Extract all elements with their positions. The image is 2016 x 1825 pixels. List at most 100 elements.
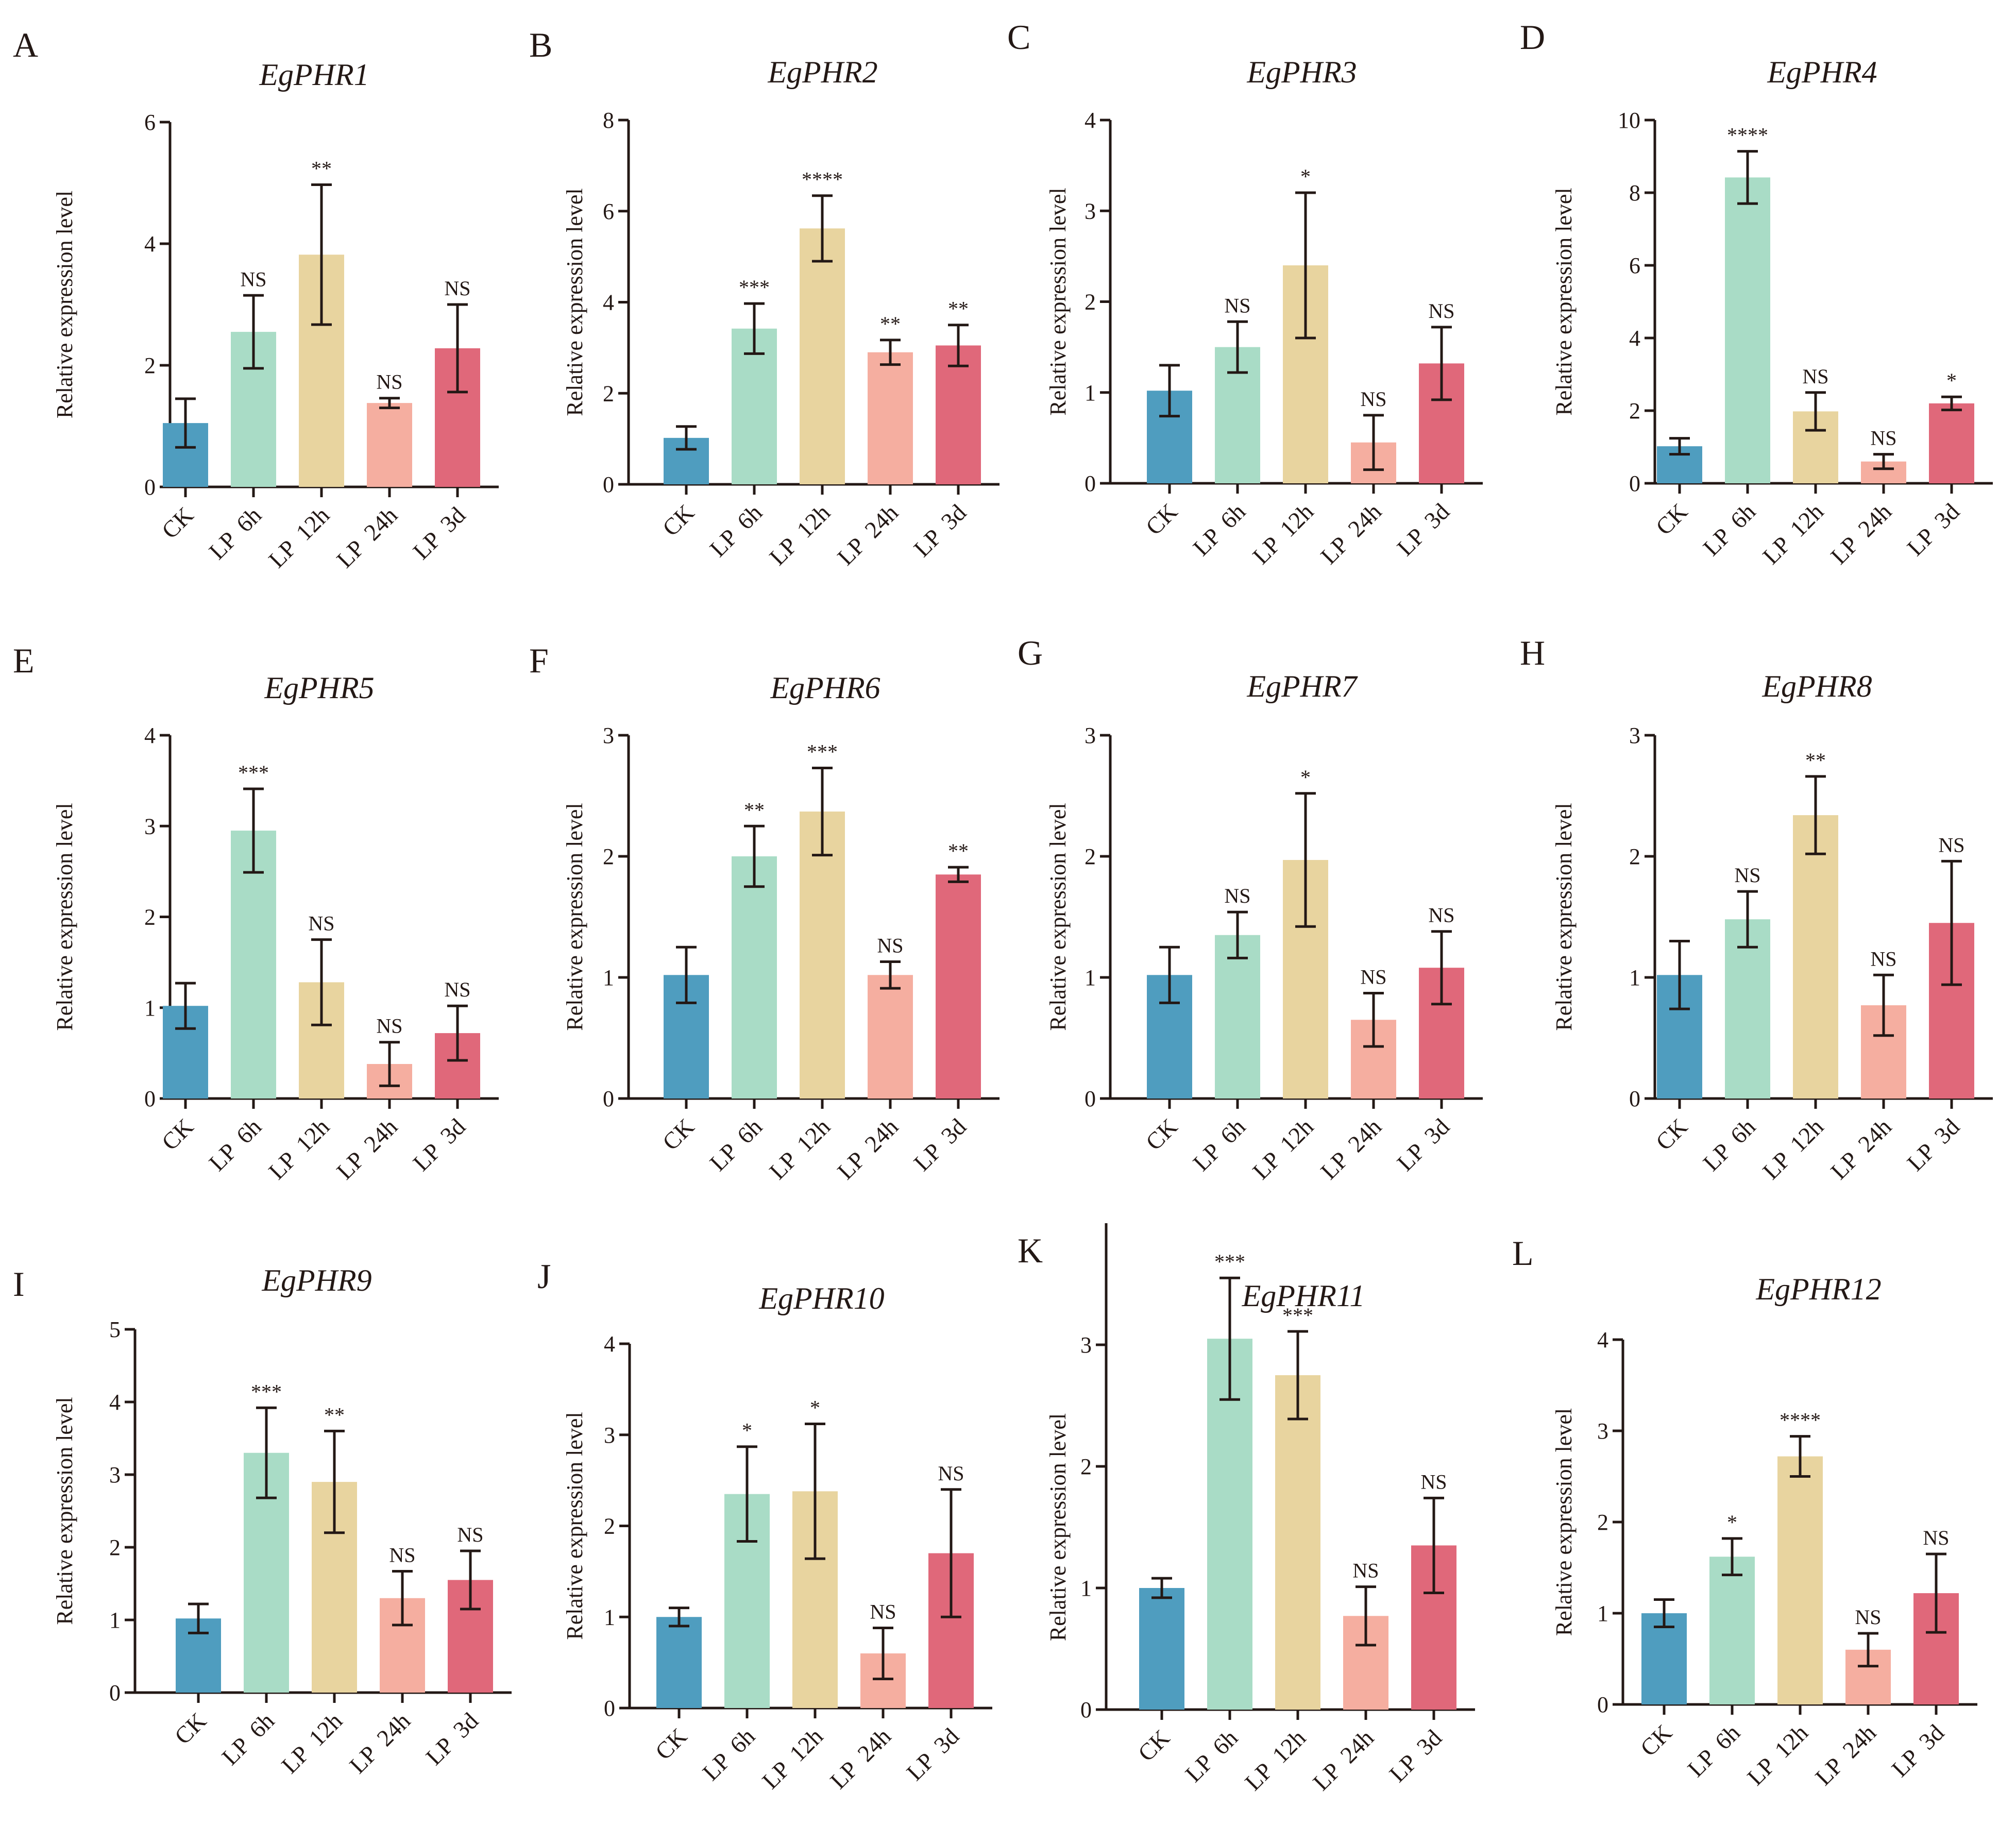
x-tick-label-l-lp6h: LP 6h (1682, 1719, 1745, 1782)
y-tick-label-a-0: 0 (144, 475, 156, 500)
significance-label-k-lp24h: NS (1352, 1559, 1379, 1582)
x-tick-label-e-lp6h: LP 6h (204, 1113, 266, 1176)
y-tick-label-k-1: 1 (1080, 1576, 1092, 1601)
y-axis-label-a: Relative expression level (52, 191, 77, 418)
x-tick-label-g-lp24h: LP 24h (1315, 1113, 1386, 1185)
significance-label-h-lp6h: NS (1734, 864, 1760, 887)
x-tick-label-j-lp12h: LP 12h (757, 1723, 828, 1794)
panel-letter-c: C (1007, 18, 1030, 57)
significance-label-i-lp6h: *** (251, 1380, 282, 1403)
x-tick-label-i-lp3d: LP 3d (420, 1708, 483, 1770)
x-tick-label-j-lp6h: LP 6h (697, 1723, 760, 1786)
y-axis-label-h: Relative expression level (1551, 803, 1577, 1030)
bar-j-ck (656, 1617, 702, 1708)
significance-label-c-lp12h: * (1300, 165, 1311, 188)
bar-l-ck (1641, 1613, 1687, 1704)
y-tick-label-i-3: 3 (109, 1462, 121, 1488)
y-tick-label-e-0: 0 (144, 1086, 156, 1111)
bar-f-lp12h (800, 812, 845, 1099)
chart-title-b: EgPHR2 (767, 55, 877, 89)
significance-label-a-lp12h: ** (311, 157, 332, 180)
significance-label-g-lp3d: NS (1428, 904, 1454, 927)
significance-label-d-lp24h: NS (1870, 427, 1896, 450)
y-tick-label-f-1: 1 (603, 965, 614, 990)
panel-letter-g: G (1018, 633, 1043, 672)
panel-letter-b: B (529, 25, 552, 64)
y-tick-label-b-1: 2 (603, 381, 614, 406)
y-axis-label-c: Relative expression level (1045, 188, 1071, 415)
panel-letter-e: E (13, 641, 35, 680)
y-axis-label-g: Relative expression level (1045, 803, 1071, 1030)
significance-label-h-lp3d: NS (1938, 833, 1964, 856)
y-tick-label-h-0: 0 (1629, 1086, 1640, 1111)
x-tick-label-a-lp6h: LP 6h (204, 502, 266, 565)
y-tick-label-k-3: 3 (1080, 1332, 1092, 1358)
significance-label-d-lp3d: * (1946, 369, 1957, 392)
y-axis-label-k: Relative expression level (1045, 1413, 1071, 1641)
panel-b: B EgPHR2 Relative expression level 0 2 4 6 8 CK *… (529, 25, 999, 570)
x-tick-label-l-lp3d: LP 3d (1886, 1719, 1949, 1782)
chart-title-e: EgPHR5 (264, 671, 374, 705)
significance-label-h-lp12h: ** (1805, 749, 1826, 772)
panel-j: J EgPHR10 Relative expression level 0 1 2 3 4 CK… (537, 1257, 992, 1794)
bar-k-lp12h (1275, 1375, 1320, 1710)
significance-label-l-lp24h: NS (1855, 1606, 1881, 1629)
x-tick-label-b-lp6h: LP 6h (704, 499, 767, 562)
x-tick-label-g-lp3d: LP 3d (1392, 1113, 1454, 1176)
significance-label-d-lp12h: NS (1802, 365, 1828, 388)
y-axis-label-f: Relative expression level (562, 803, 587, 1030)
significance-label-j-lp6h: * (742, 1419, 752, 1442)
panel-f: F EgPHR6 Relative expression level 0 1 2 3 CK **… (529, 641, 999, 1185)
significance-label-c-lp3d: NS (1428, 299, 1454, 323)
significance-label-d-lp6h: **** (1727, 124, 1768, 147)
y-axis-label-d: Relative expression level (1551, 188, 1577, 415)
x-tick-label-i-ck: CK (170, 1708, 211, 1749)
bar-d-lp3d (1929, 403, 1974, 483)
y-axis-label-b: Relative expression level (562, 188, 587, 416)
x-tick-label-h-lp3d: LP 3d (1902, 1113, 1964, 1176)
x-tick-label-j-lp3d: LP 3d (901, 1723, 964, 1786)
significance-label-a-lp24h: NS (376, 370, 402, 394)
y-tick-label-g-3: 3 (1085, 723, 1096, 748)
x-tick-label-e-ck: CK (157, 1113, 198, 1155)
y-axis-label-l: Relative expression level (1551, 1408, 1577, 1636)
y-tick-label-c-2: 2 (1085, 290, 1096, 315)
bar-d-lp6h (1725, 177, 1770, 483)
y-tick-label-b-3: 6 (603, 199, 614, 224)
x-tick-label-f-ck: CK (657, 1113, 699, 1155)
x-tick-label-a-lp24h: LP 24h (331, 502, 402, 573)
x-tick-label-k-lp6h: LP 6h (1180, 1725, 1243, 1787)
x-tick-label-h-ck: CK (1651, 1113, 1692, 1155)
x-tick-label-g-lp6h: LP 6h (1188, 1113, 1250, 1176)
x-tick-label-a-lp3d: LP 3d (408, 502, 470, 565)
x-tick-label-h-lp24h: LP 24h (1825, 1113, 1896, 1185)
y-tick-label-b-2: 4 (603, 290, 614, 315)
x-tick-label-f-lp24h: LP 24h (832, 1113, 903, 1185)
y-tick-label-c-1: 1 (1085, 380, 1096, 405)
bar-e-lp6h (231, 831, 276, 1099)
panel-letter-a: A (13, 25, 38, 64)
panel-letter-f: F (529, 641, 549, 680)
bar-f-lp6h (732, 856, 777, 1099)
y-tick-label-d-4: 8 (1629, 180, 1640, 206)
x-tick-label-c-lp12h: LP 12h (1247, 498, 1318, 569)
chart-title-i: EgPHR9 (261, 1263, 371, 1297)
significance-label-k-lp12h: *** (1282, 1304, 1313, 1327)
chart-title-k: EgPHR11 (1242, 1279, 1365, 1313)
y-tick-label-d-3: 6 (1629, 253, 1640, 278)
y-tick-label-l-4: 4 (1597, 1327, 1608, 1353)
y-tick-label-d-0: 0 (1629, 471, 1640, 496)
y-tick-label-c-0: 0 (1085, 471, 1096, 496)
y-tick-label-k-0: 0 (1080, 1697, 1092, 1722)
x-tick-label-f-lp12h: LP 12h (764, 1113, 835, 1185)
y-tick-label-l-3: 3 (1597, 1418, 1608, 1444)
x-tick-label-d-lp24h: LP 24h (1825, 498, 1896, 569)
y-tick-label-c-3: 3 (1085, 198, 1096, 224)
x-tick-label-d-ck: CK (1651, 498, 1692, 540)
chart-title-a: EgPHR1 (259, 58, 369, 92)
x-tick-label-c-ck: CK (1141, 498, 1182, 540)
significance-label-a-lp3d: NS (444, 277, 470, 300)
y-tick-label-e-1: 1 (144, 995, 156, 1021)
significance-label-i-lp12h: ** (324, 1403, 345, 1426)
